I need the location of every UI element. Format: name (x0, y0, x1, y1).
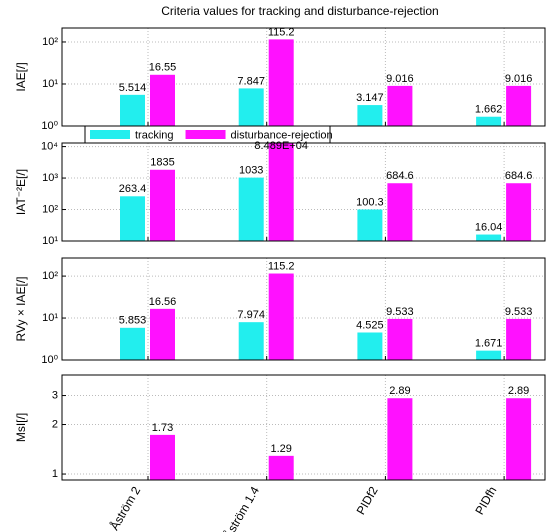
axes-frame (61, 374, 546, 481)
bar (238, 88, 264, 126)
value-label: 9.016 (386, 73, 414, 85)
bar (357, 105, 383, 126)
y-tick-label: 10¹ (42, 78, 58, 90)
y-tick-label: 2 (52, 418, 58, 430)
value-label: 9.533 (386, 306, 414, 318)
value-label: 684.6 (505, 170, 533, 182)
bar (476, 350, 502, 360)
value-label: 8.489E+04 (254, 140, 308, 152)
bar (238, 322, 264, 360)
value-label: 7.847 (237, 75, 265, 87)
value-label: 1.73 (152, 422, 173, 434)
bars (120, 143, 532, 241)
bars (120, 273, 532, 360)
y-axis-label: RVy × IAE[/] (14, 276, 28, 341)
y-axis-label: MsI[/] (14, 413, 28, 442)
bar (150, 74, 175, 126)
value-label: 16.55 (149, 62, 177, 74)
bars (120, 39, 532, 126)
legend-label: disturbance-rejection (231, 129, 333, 141)
bar (238, 177, 264, 241)
bar (357, 332, 383, 360)
bar (506, 85, 532, 126)
value-label: 7.974 (237, 309, 265, 321)
y-tick-label: 10¹ (42, 235, 58, 247)
y-axis-label: IAE[/] (14, 62, 28, 91)
value-label: 3.147 (356, 92, 384, 104)
value-label: 5.514 (119, 82, 147, 94)
value-label: 100.3 (356, 196, 384, 208)
bar (268, 455, 294, 480)
bar (357, 209, 383, 241)
bar (476, 234, 502, 241)
bar (150, 169, 175, 241)
value-label: 9.016 (505, 73, 533, 85)
y-tick-label: 10⁰ (41, 354, 58, 366)
bar (120, 94, 145, 126)
bar (476, 116, 502, 126)
value-label: 684.6 (386, 170, 414, 182)
value-label: 1.662 (475, 104, 503, 116)
bar (150, 434, 175, 480)
y-tick-label: 10² (42, 270, 58, 282)
value-label: 1.671 (475, 338, 503, 350)
value-label: 1033 (239, 165, 263, 177)
value-label: 16.04 (475, 221, 503, 233)
x-tick-label: Åström 1.4 (220, 483, 262, 532)
bar (120, 196, 145, 241)
x-tick-label: Åström 2 (106, 483, 143, 532)
bar (506, 398, 532, 480)
y-tick-label: 10¹ (42, 312, 58, 324)
value-label: 263.4 (119, 183, 147, 195)
y-tick-label: 10⁰ (41, 120, 58, 132)
axes-frame (61, 142, 546, 242)
y-tick-label: 1 (52, 468, 58, 480)
axes-frame (61, 257, 546, 361)
bar (387, 318, 413, 360)
bar (387, 398, 413, 480)
value-label: 16.56 (149, 296, 177, 308)
bar (387, 183, 413, 241)
legend-label: tracking (135, 129, 174, 141)
bar (506, 318, 532, 360)
value-label: 1.29 (270, 443, 291, 455)
bar (387, 85, 413, 126)
y-tick-label: 10⁴ (41, 140, 58, 152)
bar (268, 39, 294, 126)
value-label: 2.89 (389, 385, 410, 397)
y-tick-label: 10³ (42, 172, 58, 184)
y-tick-label: 3 (52, 389, 58, 401)
value-label: 115.2 (268, 260, 295, 272)
x-tick-label: PIDf2 (354, 484, 381, 517)
plot-area (62, 375, 545, 480)
x-tick-label: PIDfh (472, 484, 499, 517)
bar (506, 183, 532, 241)
bar (268, 143, 294, 241)
bar (268, 273, 294, 360)
value-label: 4.525 (356, 319, 384, 331)
bar (150, 308, 175, 360)
value-label: 5.853 (119, 315, 147, 327)
legend-swatch (185, 130, 226, 139)
y-tick-label: 10² (42, 203, 58, 215)
value-label: 1835 (150, 157, 174, 169)
legend-swatch (90, 130, 130, 139)
value-label: 2.89 (508, 385, 529, 397)
value-label: 9.533 (505, 306, 533, 318)
y-tick-label: 10² (42, 36, 58, 48)
bar (120, 327, 145, 360)
bars (150, 398, 532, 480)
chart-title: Criteria values for tracking and disturb… (161, 4, 438, 18)
value-label: 115.2 (268, 26, 295, 38)
y-axis-label: IAT⁻²E[/] (14, 169, 28, 215)
